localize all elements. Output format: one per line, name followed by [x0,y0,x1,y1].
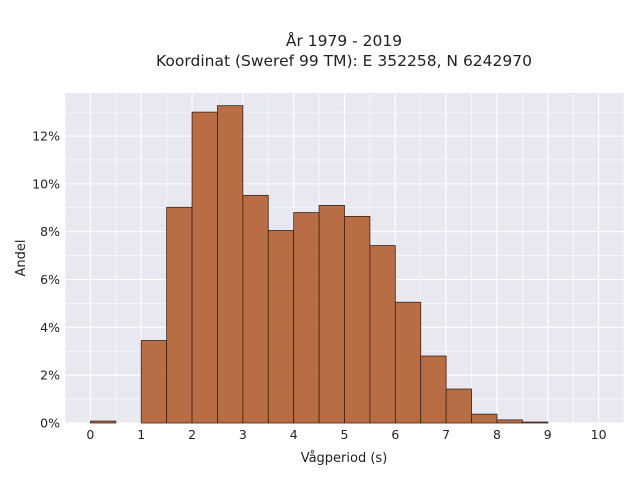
histogram-bar [191,111,218,424]
histogram-bar [496,419,523,424]
histogram-bar [394,301,422,424]
histogram-bar [267,230,295,424]
histogram-bar [166,206,193,424]
x-tick-label: 8 [493,427,501,442]
y-tick-label: 2% [40,368,60,383]
x-tick-label: 7 [442,427,450,442]
chart-subtitle: Koordinat (Sweref 99 TM): E 352258, N 62… [156,52,532,70]
x-tick-label: 6 [391,427,399,442]
y-tick-label: 12% [32,129,60,144]
histogram-bar [369,245,396,424]
x-tick-label: 1 [137,427,145,442]
histogram-bar [293,212,320,424]
histogram-bar [445,388,472,424]
histogram-bars [90,105,549,424]
x-axis-ticks: 0 1 2 3 4 5 6 7 8 9 10 [86,427,606,442]
histogram-bar [420,355,447,424]
histogram-bar [140,340,168,424]
x-tick-label: 10 [591,427,607,442]
x-tick-label: 3 [239,427,247,442]
x-tick-label: 2 [188,427,196,442]
histogram-bar [318,204,345,424]
y-axis-ticks: 0% 2% 4% 6% 8% 10% 12% [32,129,60,431]
x-tick-label: 0 [86,427,94,442]
histogram-bar [90,420,117,424]
histogram-bar [217,105,244,424]
y-tick-label: 8% [40,224,60,239]
y-tick-label: 4% [40,320,60,335]
histogram-bar [344,215,371,424]
histogram-bar [242,194,269,424]
x-axis-label: Vågperiod (s) [301,451,388,466]
x-tick-label: 9 [544,427,552,442]
chart-title: År 1979 - 2019 [286,31,402,50]
x-tick-label: 5 [341,427,349,442]
y-tick-label: 0% [40,416,60,431]
x-tick-label: 4 [290,427,298,442]
y-axis-label: Andel [14,240,29,277]
histogram-bar [521,421,549,424]
y-tick-label: 10% [32,176,60,191]
histogram-bar [471,413,498,424]
y-tick-label: 6% [40,272,60,287]
